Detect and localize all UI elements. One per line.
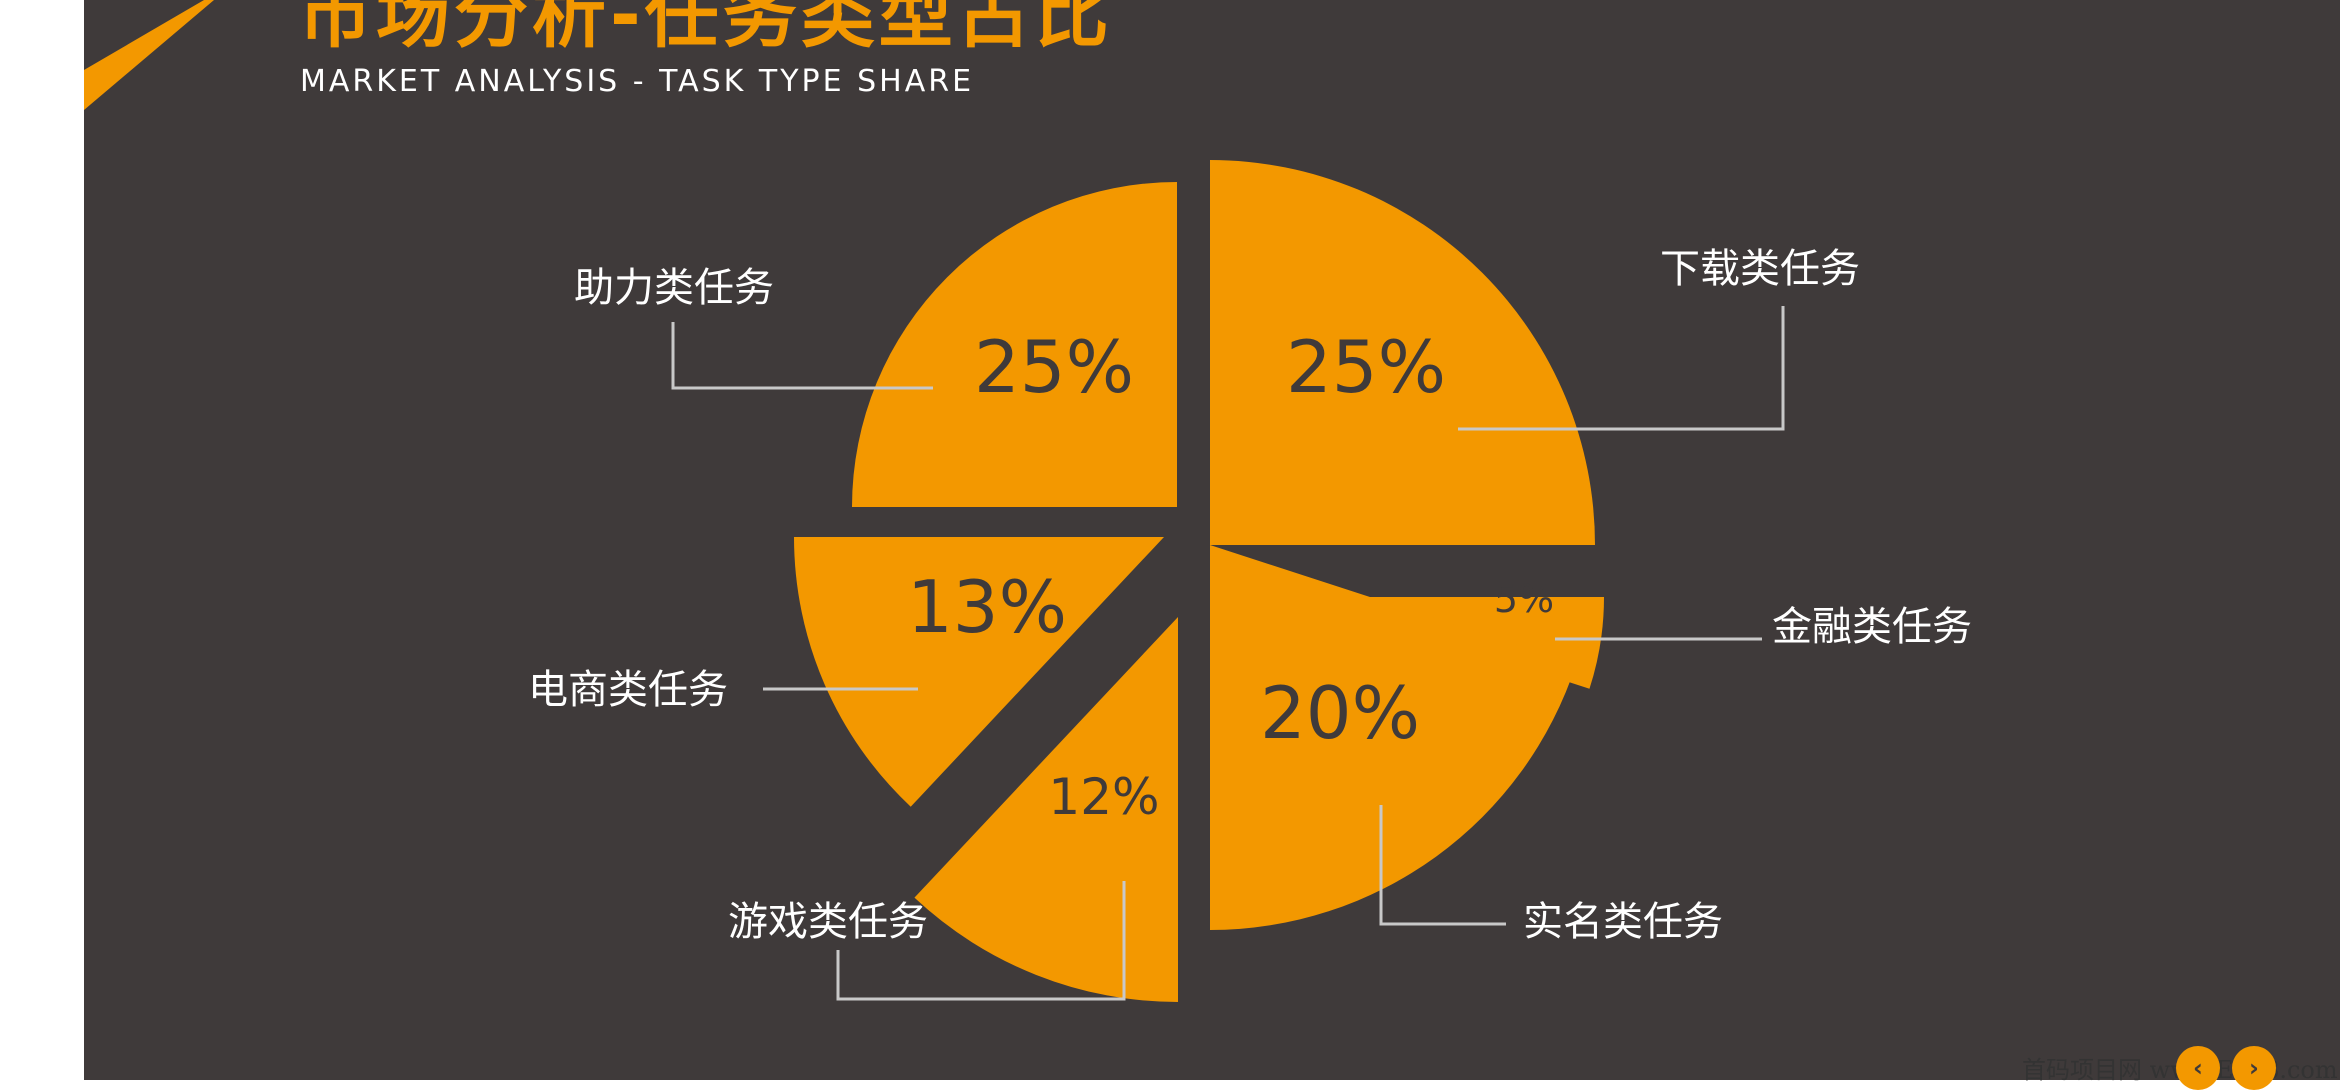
leader-line [1458, 306, 1785, 431]
corner-accent-stripe [84, 0, 214, 110]
chevron-right-icon[interactable]: › [2232, 1046, 2276, 1090]
page-title: 市场分析-任务类型占比 [298, 0, 1113, 58]
category-label: 电商类任务 [528, 667, 728, 713]
percent-label: 25% [1286, 325, 1446, 409]
category-label: 下载类任务 [1660, 246, 1860, 292]
percent-label: 13% [907, 565, 1067, 649]
percent-label: 20% [1260, 671, 1420, 755]
percent-label: 5% [1494, 577, 1554, 621]
percent-label: 12% [1048, 768, 1159, 826]
category-label: 游戏类任务 [728, 899, 928, 945]
percent-label: 25% [974, 325, 1134, 409]
leader-line [1379, 805, 1506, 926]
page-subtitle: MARKET ANALYSIS - TASK TYPE SHARE [300, 64, 975, 99]
category-label: 助力类任务 [574, 265, 774, 311]
category-label: 金融类任务 [1772, 604, 1972, 650]
chevron-left-icon[interactable]: ‹ [2176, 1046, 2220, 1090]
pie-slice [1210, 160, 1595, 545]
leader-line [671, 322, 933, 390]
category-label: 实名类任务 [1523, 899, 1723, 945]
percent-labels: 25% 5% 20% 12% 13% 25% [907, 325, 1554, 826]
leader-lines [671, 306, 1785, 1001]
pie-slice [852, 182, 1177, 507]
leader-line [836, 881, 1126, 1001]
pie-slice [914, 617, 1178, 1002]
pie-slices [794, 160, 1604, 1002]
pie-slice [1210, 545, 1577, 930]
pie-slice [794, 537, 1164, 807]
